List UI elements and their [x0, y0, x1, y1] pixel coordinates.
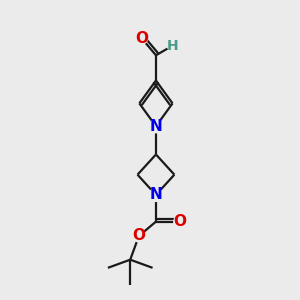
Text: N: N — [150, 188, 162, 202]
Text: O: O — [173, 214, 186, 229]
Text: H: H — [167, 39, 178, 52]
Circle shape — [149, 188, 163, 201]
Circle shape — [149, 120, 163, 133]
Text: O: O — [132, 229, 146, 244]
Circle shape — [167, 40, 178, 51]
Text: N: N — [150, 119, 162, 134]
Text: O: O — [135, 31, 148, 46]
Circle shape — [174, 216, 186, 228]
Circle shape — [133, 230, 145, 242]
Circle shape — [136, 32, 148, 44]
